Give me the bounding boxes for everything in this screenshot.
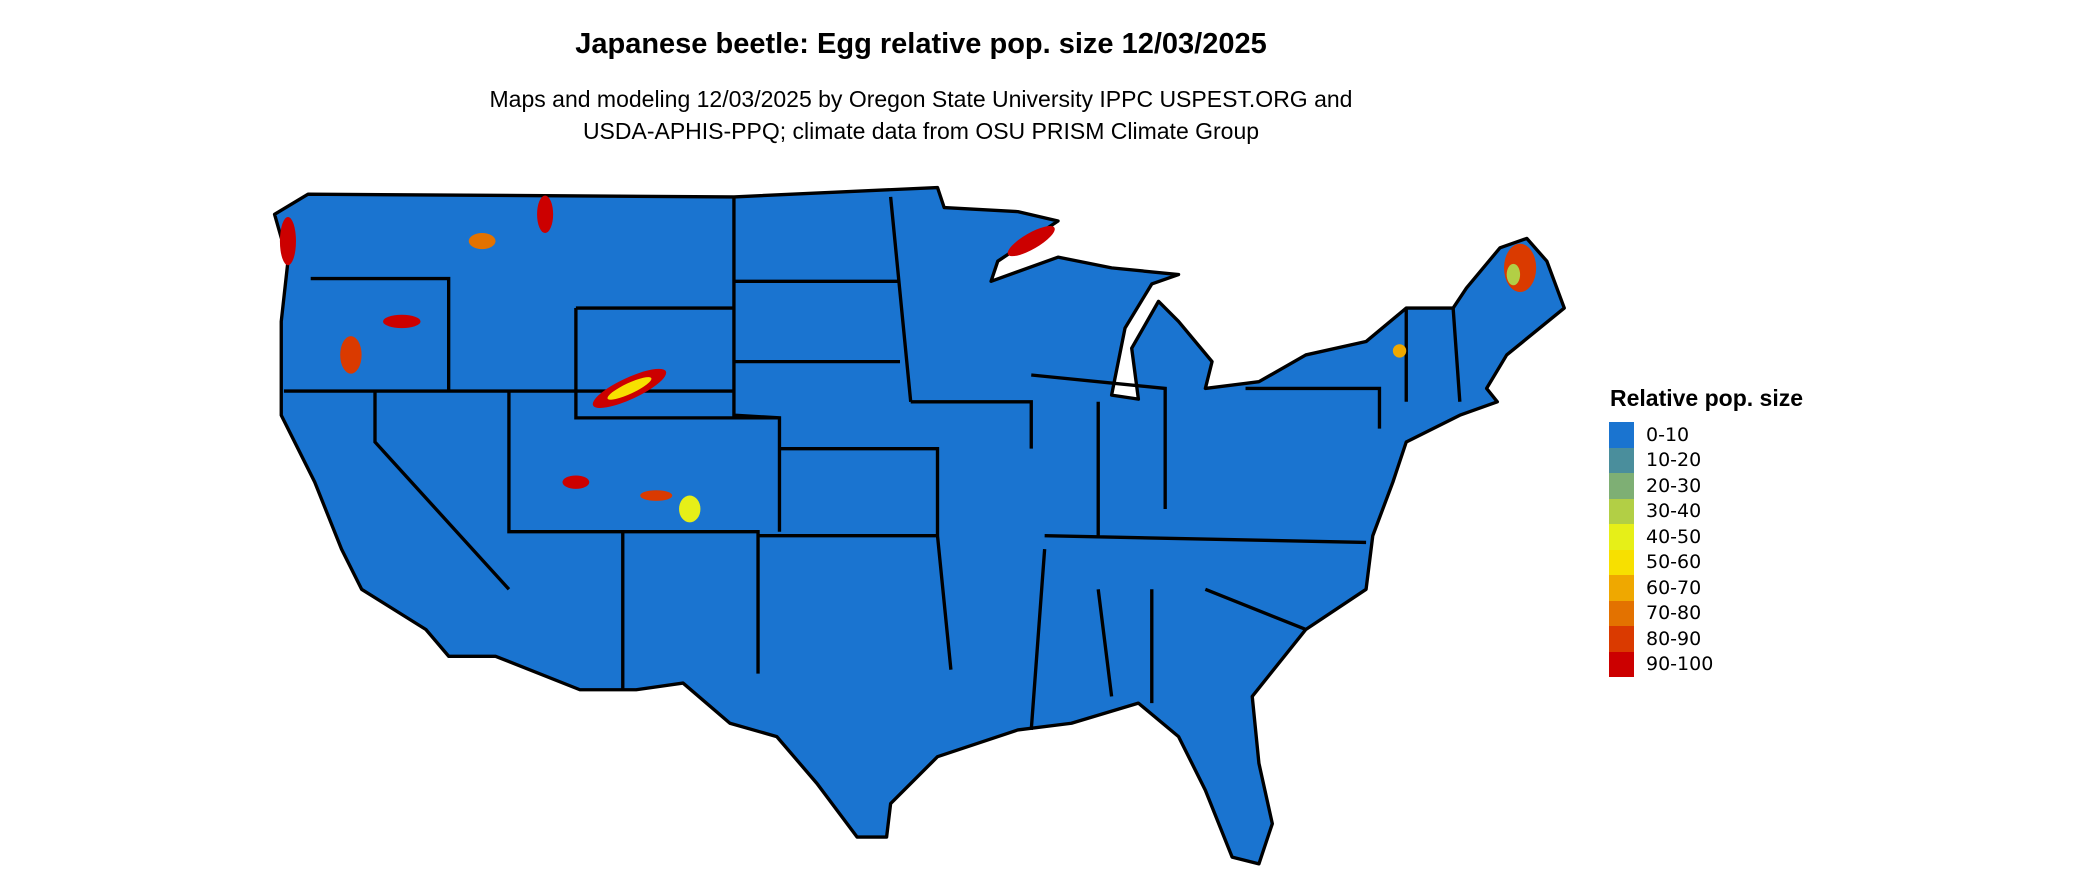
legend: Relative pop. size 0-10 10-20 20-30 30-40 40… [1609,385,1803,677]
legend-item: 80-90 [1609,626,1803,652]
legend-label: 70-80 [1646,602,1702,625]
legend-label: 20-30 [1646,474,1702,497]
legend-label: 10-20 [1646,449,1702,472]
legend-swatch [1609,626,1634,652]
map-subtitle-line1: Maps and modeling 12/03/2025 by Oregon S… [489,86,1353,112]
legend-label: 90-100 [1646,653,1714,676]
legend-item: 0-10 [1609,422,1803,448]
legend-label: 30-40 [1646,500,1702,523]
legend-swatch [1609,447,1634,473]
legend-item: 40-50 [1609,524,1803,550]
legend-label: 40-50 [1646,525,1702,548]
legend-swatch [1609,473,1634,499]
legend-swatch [1609,422,1634,448]
legend-swatch [1609,524,1634,550]
map-title: Japanese beetle: Egg relative pop. size … [575,28,1267,60]
legend-swatch [1609,575,1634,601]
legend-item: 90-100 [1609,651,1803,677]
legend-item: 60-70 [1609,575,1803,601]
legend-swatch [1609,498,1634,524]
state-borders [283,196,1462,731]
legend-swatch [1609,651,1634,677]
legend-label: 60-70 [1646,576,1702,599]
us-outline [272,185,1566,866]
legend-title: Relative pop. size [1610,385,1804,411]
legend-label: 80-90 [1646,627,1702,650]
legend-item: 10-20 [1609,447,1803,473]
map-subtitle-line2: USDA-APHIS-PPQ; climate data from OSU PR… [582,118,1260,144]
legend-item: 50-60 [1609,549,1803,575]
legend-item: 20-30 [1609,473,1803,499]
legend-item: 70-80 [1609,600,1803,626]
legend-swatch [1609,549,1634,575]
hotspots [279,195,1537,523]
legend-swatch [1609,600,1634,626]
legend-label: 50-60 [1646,551,1702,574]
legend-label: 0-10 [1646,423,1690,446]
legend-item: 30-40 [1609,498,1803,524]
